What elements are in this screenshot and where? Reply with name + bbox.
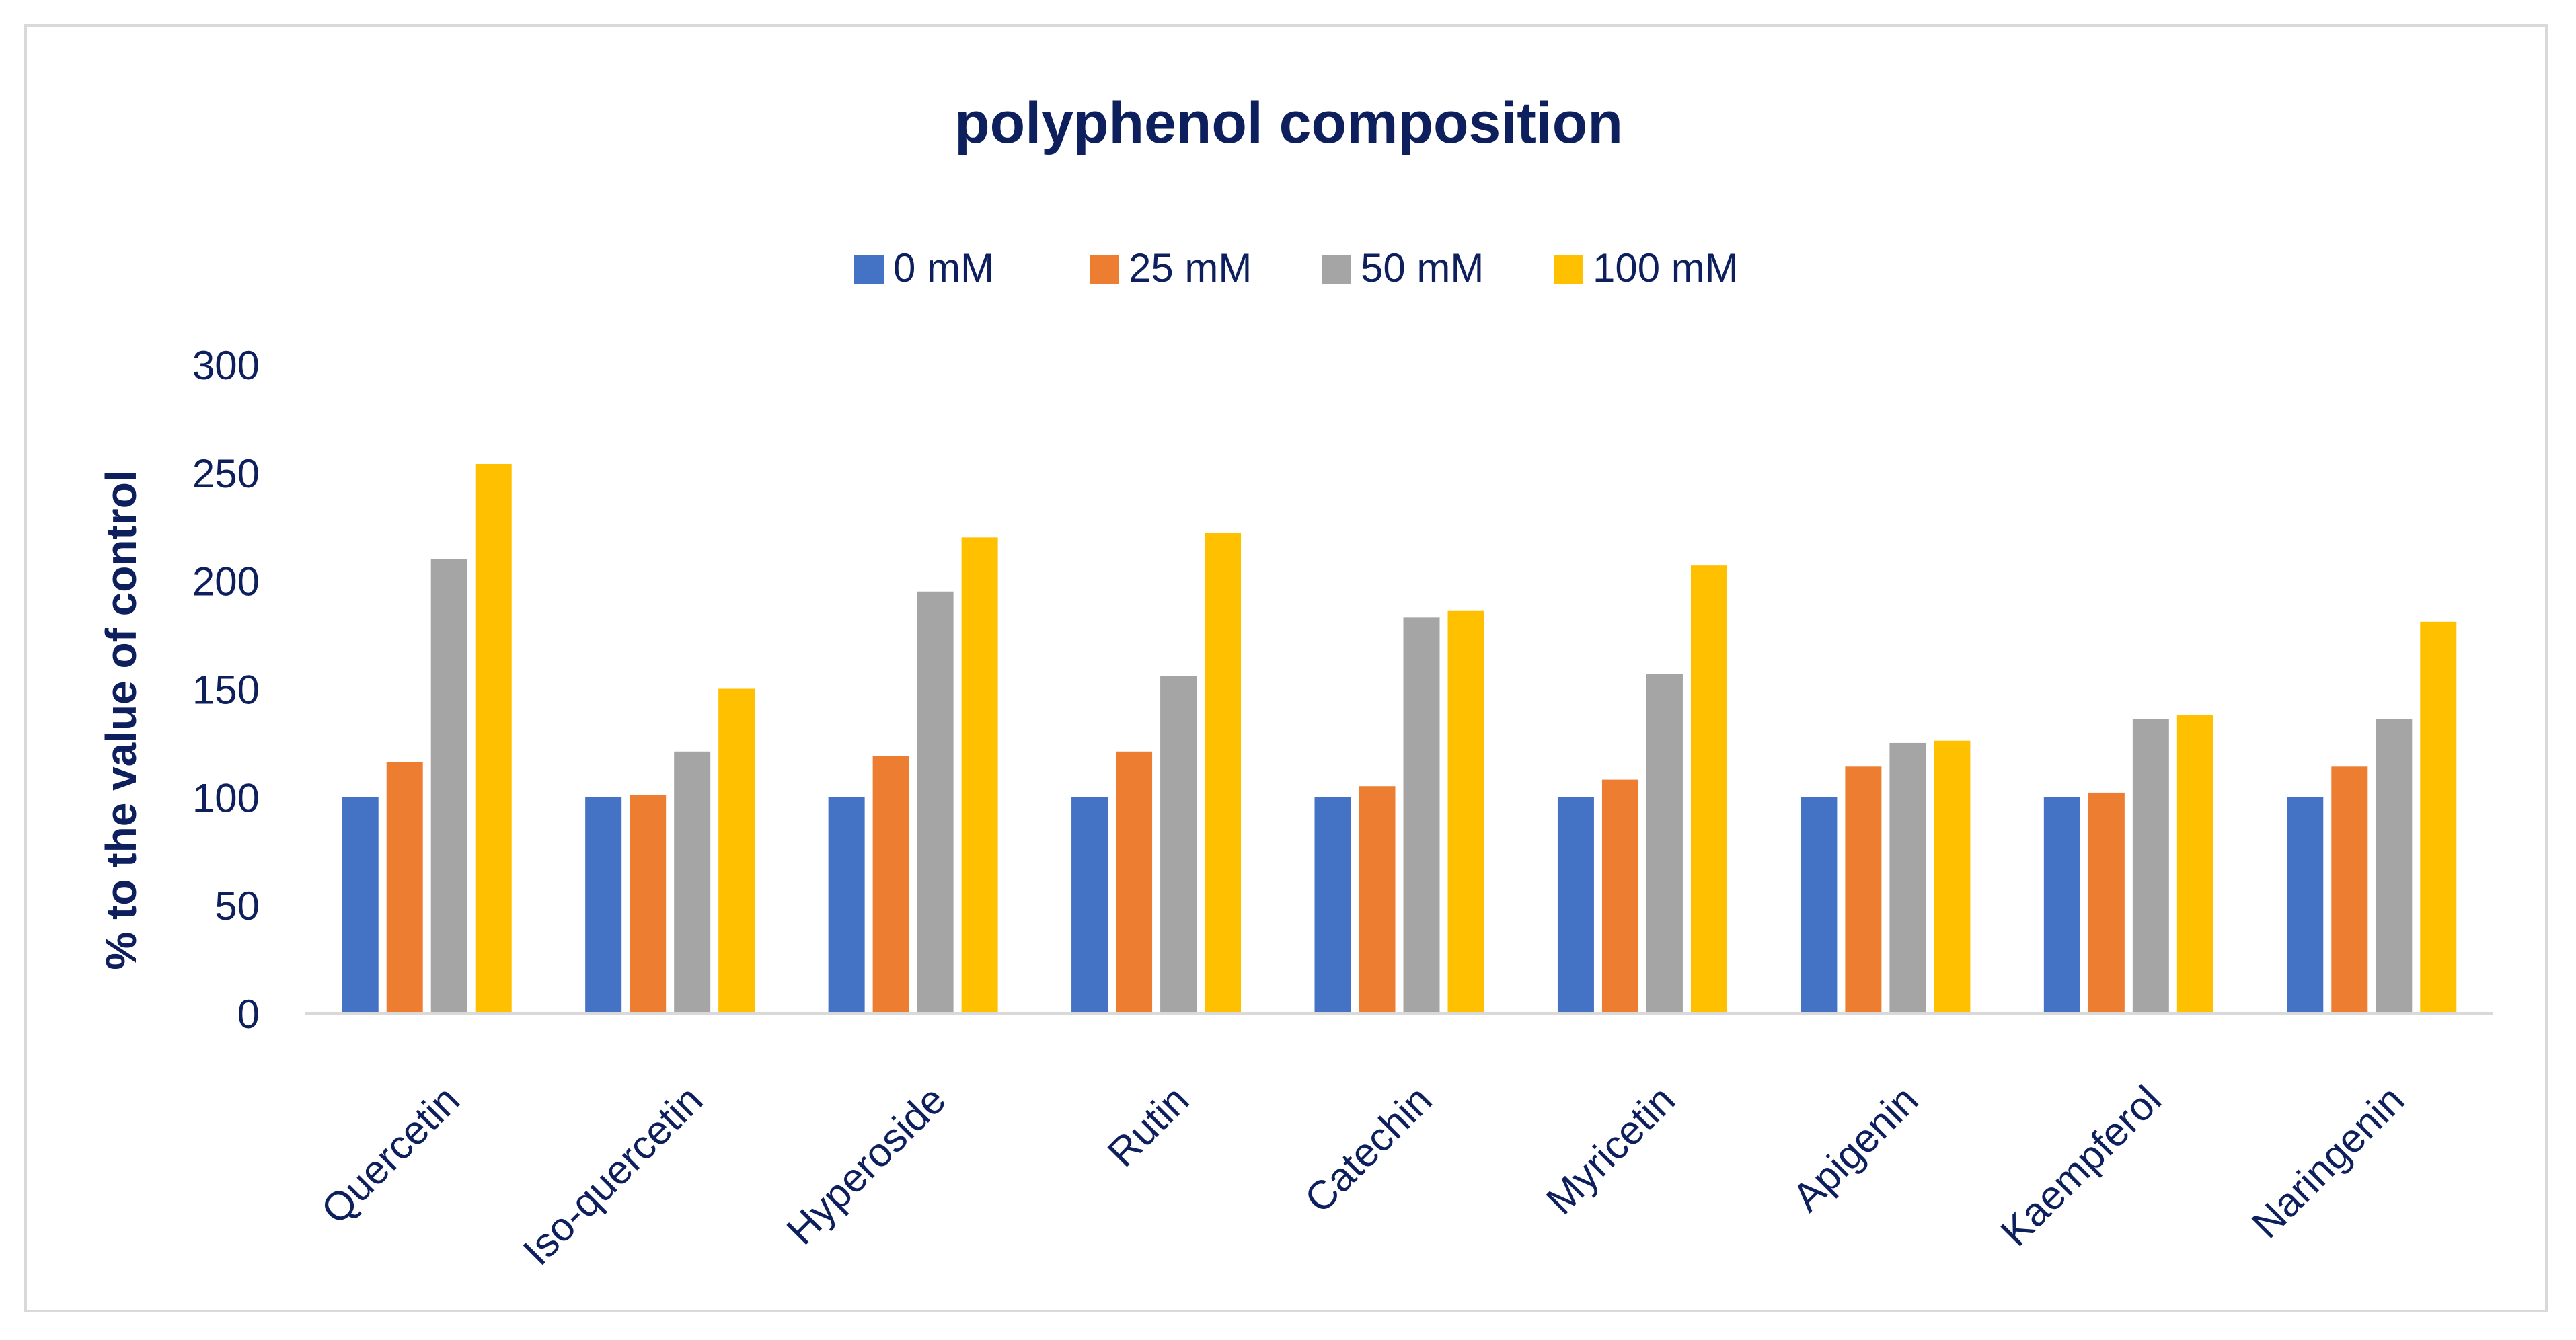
bar-iso-quercetin-25-mm <box>630 795 667 1013</box>
bar-myricetin-25-mm <box>1601 779 1638 1013</box>
y-tick-label: 300 <box>192 343 260 388</box>
y-tick-label: 200 <box>192 559 260 604</box>
x-tick-label: Kaempferol <box>1992 1077 2170 1255</box>
bar-iso-quercetin-50-mm <box>674 751 711 1013</box>
bar-quercetin-100-mm <box>475 463 512 1013</box>
bar-rutin-25-mm <box>1116 751 1153 1013</box>
bar-quercetin-25-mm <box>386 762 423 1013</box>
legend-label: 100 mM <box>1593 245 1739 290</box>
bar-catechin-50-mm <box>1403 617 1440 1013</box>
bar-myricetin-50-mm <box>1646 673 1683 1013</box>
bar-apigenin-25-mm <box>1845 766 1882 1013</box>
x-axis-labels: Quercetin Iso-quercetin Hyperoside Rutin Cat… <box>313 1077 2413 1274</box>
x-tick-label: Iso-quercetin <box>515 1077 712 1274</box>
bar-quercetin-0-mm <box>342 797 379 1013</box>
bar-apigenin-50-mm <box>1889 742 1926 1013</box>
bar-catechin-0-mm <box>1314 797 1351 1013</box>
bar-apigenin-0-mm <box>1801 797 1838 1013</box>
x-tick-label: Naringenin <box>2243 1077 2413 1247</box>
bar-rutin-0-mm <box>1071 797 1108 1013</box>
legend: 0 mM 25 mM 50 mM 100 mM <box>854 245 1739 290</box>
bar-rutin-100-mm <box>1205 533 1242 1013</box>
legend-swatch-25-mm <box>1090 255 1119 284</box>
legend-label: 50 mM <box>1361 245 1484 290</box>
y-axis-label: % to the value of control <box>97 470 145 970</box>
y-tick-label: 50 <box>215 883 260 929</box>
bar-chart: polyphenol composition 0 mM 25 mM 50 mM 100… <box>97 91 2493 1274</box>
bar-quercetin-50-mm <box>430 559 467 1013</box>
bar-hyperoside-25-mm <box>872 756 909 1013</box>
x-tick-label: Rutin <box>1099 1077 1197 1175</box>
bar-iso-quercetin-100-mm <box>718 688 755 1013</box>
y-tick-label: 250 <box>192 451 260 496</box>
x-tick-label: Quercetin <box>313 1077 468 1232</box>
bar-naringenin-0-mm <box>2287 797 2324 1013</box>
bar-naringenin-25-mm <box>2331 766 2368 1013</box>
x-tick-label: Apigenin <box>1784 1077 1927 1220</box>
bar-hyperoside-0-mm <box>828 797 865 1013</box>
y-tick-label: 150 <box>192 668 260 713</box>
bar-myricetin-100-mm <box>1690 565 1727 1013</box>
legend-swatch-0-mm <box>854 255 884 284</box>
bar-hyperoside-50-mm <box>917 591 954 1013</box>
legend-label: 0 mM <box>893 245 994 290</box>
legend-label: 25 mM <box>1129 245 1252 290</box>
x-tick-label: Hyperoside <box>778 1077 954 1253</box>
y-axis-ticks: 0 50 100 150 200 250 300 <box>192 343 260 1037</box>
chart-title: polyphenol composition <box>954 91 1623 155</box>
bar-myricetin-0-mm <box>1557 797 1594 1013</box>
y-tick-label: 100 <box>192 775 260 820</box>
bar-iso-quercetin-0-mm <box>585 797 622 1013</box>
bar-rutin-50-mm <box>1160 676 1197 1013</box>
bar-catechin-100-mm <box>1447 610 1484 1013</box>
bar-apigenin-100-mm <box>1934 740 1971 1013</box>
x-tick-label: Myricetin <box>1538 1077 1683 1223</box>
legend-swatch-50-mm <box>1322 255 1351 284</box>
y-tick-label: 0 <box>237 992 260 1037</box>
bar-naringenin-100-mm <box>2420 621 2457 1013</box>
bar-hyperoside-100-mm <box>961 537 998 1013</box>
bar-kaempferol-50-mm <box>2132 719 2169 1013</box>
bar-kaempferol-0-mm <box>2043 797 2080 1013</box>
bar-naringenin-50-mm <box>2376 719 2413 1013</box>
bar-kaempferol-25-mm <box>2088 792 2125 1013</box>
bar-kaempferol-100-mm <box>2176 715 2213 1013</box>
chart-frame: polyphenol composition 0 mM 25 mM 50 mM 100… <box>24 24 2548 1312</box>
bars <box>342 463 2457 1013</box>
legend-swatch-100-mm <box>1554 255 1583 284</box>
x-tick-label: Catechin <box>1296 1077 1441 1222</box>
bar-catechin-25-mm <box>1359 786 1396 1013</box>
